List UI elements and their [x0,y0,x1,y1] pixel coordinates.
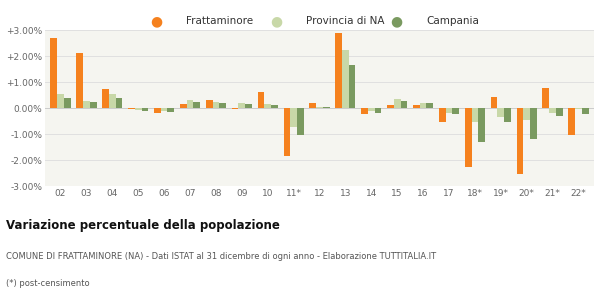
Text: ●: ● [270,14,282,28]
Bar [497,108,504,117]
Bar [517,108,523,174]
Bar [472,108,478,122]
Bar [50,38,57,108]
Text: Campania: Campania [426,16,479,26]
Bar [187,100,193,108]
Bar [116,98,122,108]
Bar [542,88,549,108]
Bar [310,103,316,108]
Bar [452,108,459,114]
Bar [154,108,161,113]
Text: (*) post-censimento: (*) post-censimento [6,279,89,288]
Bar [232,108,238,109]
Bar [568,108,575,135]
Bar [413,105,420,108]
Bar [342,50,349,108]
Bar [427,103,433,108]
Bar [76,53,83,108]
Bar [128,108,135,109]
Bar [180,104,187,108]
Text: Variazione percentuale della popolazione: Variazione percentuale della popolazione [6,219,280,232]
Bar [83,101,90,108]
Bar [265,104,271,108]
Bar [335,33,342,108]
Text: Provincia di NA: Provincia di NA [306,16,385,26]
Bar [142,108,148,111]
Bar [530,108,537,139]
Bar [219,103,226,108]
Bar [290,108,297,127]
Bar [271,105,278,108]
Bar [439,108,446,122]
Bar [394,99,401,108]
Bar [257,92,265,108]
Bar [238,103,245,108]
Bar [556,108,563,116]
Bar [491,97,497,108]
Bar [401,101,407,108]
Bar [349,65,355,108]
Text: ●: ● [390,14,402,28]
Bar [575,108,582,109]
Text: Frattaminore: Frattaminore [186,16,253,26]
Bar [316,107,323,108]
Bar [504,108,511,122]
Bar [102,89,109,108]
Bar [420,103,427,108]
Bar [582,108,589,114]
Bar [374,108,382,113]
Bar [361,108,368,114]
Bar [135,108,142,110]
Bar [465,108,472,167]
Bar [284,108,290,156]
Bar [64,98,71,108]
Bar [90,102,97,108]
Bar [109,94,116,108]
Text: COMUNE DI FRATTAMINORE (NA) - Dati ISTAT al 31 dicembre di ogni anno - Elaborazi: COMUNE DI FRATTAMINORE (NA) - Dati ISTAT… [6,252,436,261]
Bar [387,105,394,108]
Bar [161,108,167,111]
Bar [446,108,452,113]
Bar [167,108,174,112]
Bar [478,108,485,142]
Bar [549,108,556,113]
Bar [368,108,374,111]
Bar [57,94,64,108]
Bar [323,107,329,108]
Bar [206,100,212,108]
Text: ●: ● [150,14,162,28]
Bar [297,108,304,134]
Bar [523,108,530,120]
Bar [193,102,200,108]
Bar [212,102,219,108]
Bar [245,104,252,108]
